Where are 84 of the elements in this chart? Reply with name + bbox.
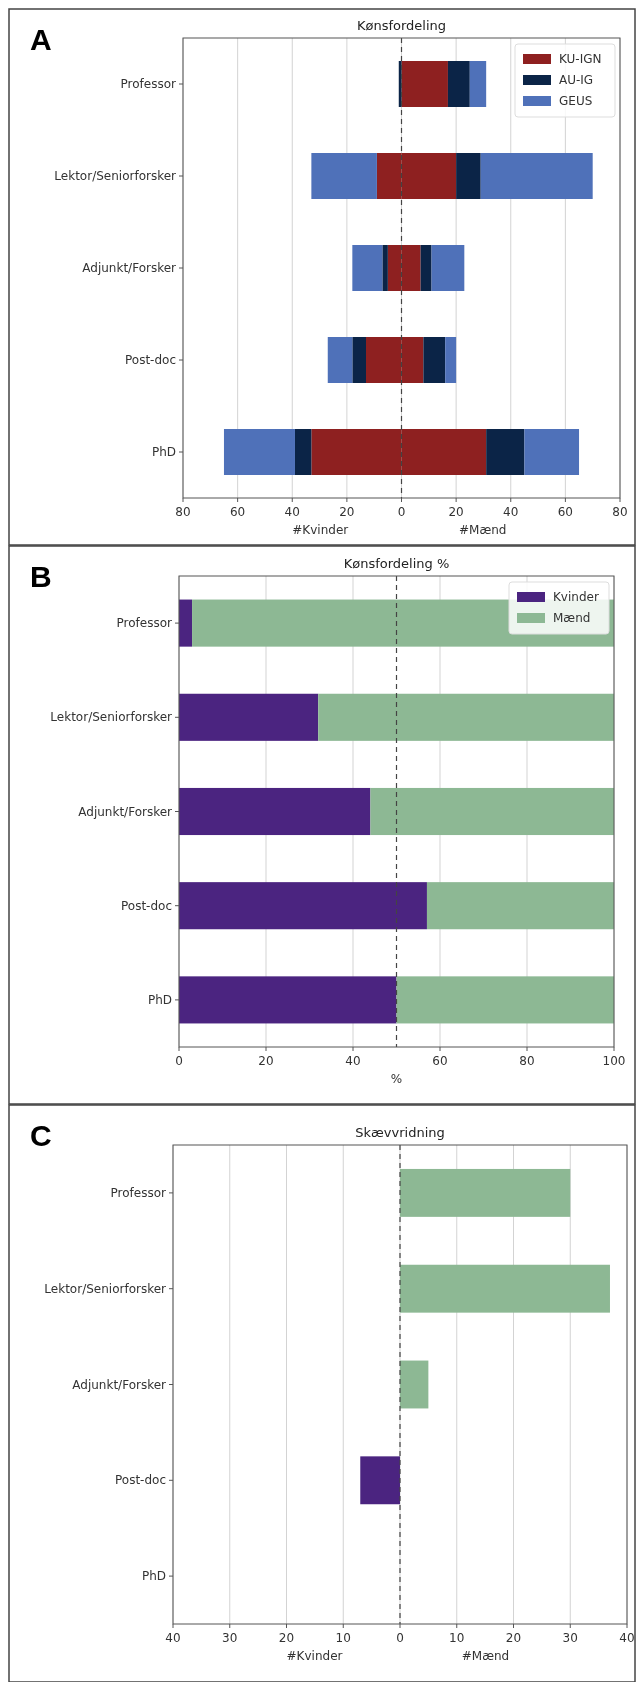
y-tick-label: Professor xyxy=(120,77,177,91)
x-tick-label: 80 xyxy=(175,505,191,519)
y-tick-label: Lektor/Seniorforsker xyxy=(44,1281,167,1296)
x-tick-label: 60 xyxy=(557,505,574,519)
y-tick-label: Professor xyxy=(116,616,173,631)
bar xyxy=(352,245,383,291)
y-tick-label: Adjunkt/Forsker xyxy=(72,1377,167,1392)
bar xyxy=(179,882,427,930)
x-tick-label: 80 xyxy=(612,505,628,519)
bar xyxy=(396,976,614,1024)
bar xyxy=(318,693,614,741)
bar xyxy=(311,153,377,199)
bar xyxy=(480,153,593,199)
legend-label: KU-IGN xyxy=(559,52,602,66)
legend-label: AU-IG xyxy=(559,73,594,87)
y-tick-label: Professor xyxy=(110,1185,167,1200)
bar xyxy=(179,693,319,741)
x-tick-label: 0 xyxy=(175,1054,183,1068)
bar xyxy=(179,976,397,1024)
x-tick-label: 30 xyxy=(562,1631,578,1645)
x-tick-label: 10 xyxy=(449,1631,465,1645)
bar xyxy=(294,429,312,475)
x-tick-label: 40 xyxy=(503,505,519,519)
x-tick-label: 60 xyxy=(229,505,246,519)
text: #Kvinder #Mænd xyxy=(286,1649,510,1663)
x-tick-label: 40 xyxy=(284,505,300,519)
bar xyxy=(524,429,580,475)
bar xyxy=(223,429,295,475)
y-tick-label: Lektor/Seniorforsker xyxy=(50,710,173,725)
bar xyxy=(352,337,366,383)
x-tick-label: 20 xyxy=(339,505,355,519)
bar xyxy=(456,153,481,199)
bar xyxy=(486,429,525,475)
x-tick-label: 100 xyxy=(602,1054,626,1068)
bar xyxy=(327,337,353,383)
y-tick-label: PhD xyxy=(147,992,172,1007)
legend-label: Mænd xyxy=(553,611,591,625)
y-tick-label: PhD xyxy=(151,445,176,459)
bar xyxy=(426,882,614,930)
bar xyxy=(431,245,465,291)
y-tick-label: Post-doc xyxy=(125,353,176,367)
x-tick-label: 20 xyxy=(278,1631,295,1645)
y-tick-label: Adjunkt/Forsker xyxy=(82,261,177,275)
y-tick-label: PhD xyxy=(141,1569,166,1584)
legend-label: GEUS xyxy=(559,94,593,108)
x-tick-label: 40 xyxy=(619,1631,635,1645)
text: #Kvinder #Mænd xyxy=(292,523,507,537)
bar xyxy=(400,1360,429,1409)
bar xyxy=(179,599,193,647)
y-tick-label: Adjunkt/Forsker xyxy=(78,804,173,819)
x-tick-label: 20 xyxy=(258,1054,274,1068)
bar xyxy=(179,787,371,836)
x-tick-label: 10 xyxy=(335,1631,351,1645)
bar xyxy=(400,1168,571,1217)
x-tick-label: 30 xyxy=(222,1631,238,1645)
y-tick-label: Post-doc xyxy=(121,898,172,913)
chart-title: Kønsfordeling % xyxy=(343,556,450,571)
bar xyxy=(447,61,470,107)
text: C xyxy=(30,1119,52,1152)
bar xyxy=(400,1264,610,1313)
x-tick-label: 20 xyxy=(505,1631,522,1645)
x-tick-label: 0 xyxy=(396,1631,404,1645)
chart-title: Skævvridning xyxy=(355,1125,445,1140)
y-tick-label: Lektor/Seniorforsker xyxy=(54,169,177,183)
x-axis-title: % xyxy=(390,1072,403,1086)
bar xyxy=(423,337,446,383)
bar xyxy=(445,337,457,383)
text: A xyxy=(30,23,52,56)
bar xyxy=(401,61,448,107)
x-tick-label: 40 xyxy=(345,1054,361,1068)
bar xyxy=(469,61,487,107)
chart-title: Kønsfordeling xyxy=(356,18,447,33)
x-tick-label: 60 xyxy=(432,1054,448,1068)
x-tick-label: 80 xyxy=(519,1054,535,1068)
y-tick-label: Post-doc xyxy=(115,1473,166,1488)
bar xyxy=(382,245,388,291)
bar xyxy=(420,245,432,291)
bar xyxy=(360,1456,400,1505)
text: B xyxy=(30,560,52,593)
x-tick-label: 0 xyxy=(397,505,406,519)
bar xyxy=(370,787,614,836)
x-tick-label: 20 xyxy=(448,505,464,519)
legend-label: Kvinder xyxy=(553,590,599,604)
x-tick-label: 40 xyxy=(165,1631,181,1645)
